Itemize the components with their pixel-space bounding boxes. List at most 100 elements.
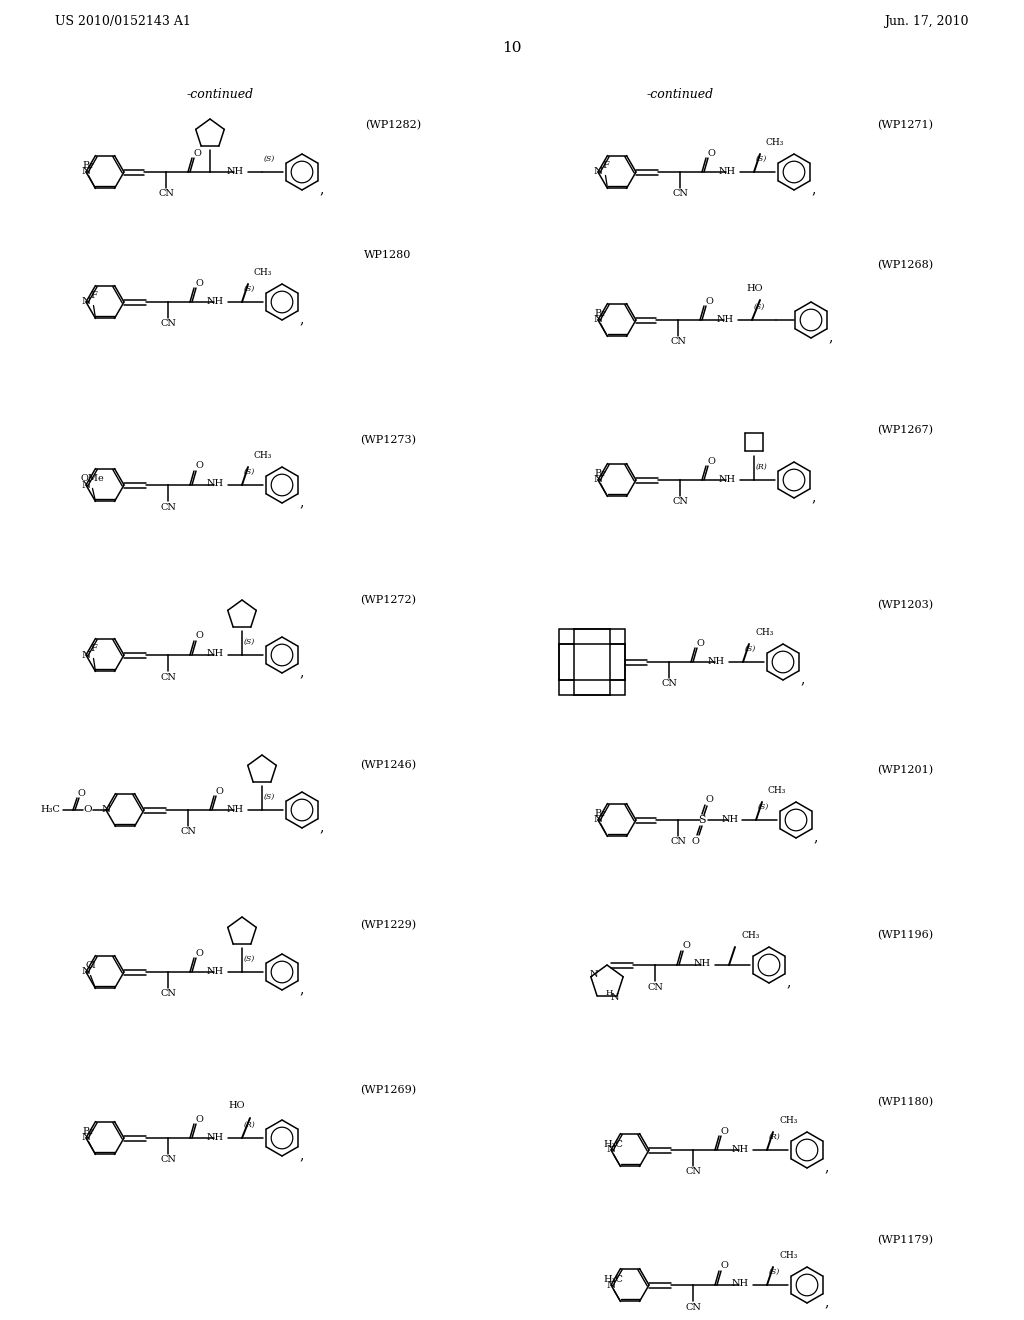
Text: CH₃: CH₃	[779, 1115, 798, 1125]
Text: Cl: Cl	[85, 961, 96, 970]
Text: NH: NH	[717, 314, 733, 323]
Text: ,: ,	[824, 1295, 829, 1309]
Text: O: O	[707, 149, 715, 157]
Text: O: O	[706, 297, 713, 305]
Text: N: N	[610, 993, 620, 1002]
Text: ,: ,	[814, 830, 818, 843]
Text: H: H	[605, 989, 612, 997]
Text: NH: NH	[719, 166, 735, 176]
Text: (S): (S)	[745, 645, 757, 653]
Text: CN: CN	[160, 672, 176, 681]
Text: CH₃: CH₃	[768, 785, 786, 795]
Text: (WP1267): (WP1267)	[877, 425, 933, 436]
Text: HO: HO	[228, 1101, 245, 1110]
Text: ,: ,	[824, 1160, 829, 1173]
Text: ,: ,	[300, 495, 304, 510]
Text: N: N	[606, 1146, 615, 1155]
Text: F: F	[90, 292, 97, 301]
Text: CH₃: CH₃	[254, 451, 272, 459]
Text: O: O	[691, 837, 699, 846]
Text: (S): (S)	[244, 469, 255, 477]
Text: -continued: -continued	[646, 88, 714, 102]
Text: H₃C: H₃C	[603, 1275, 624, 1284]
Text: O: O	[720, 1126, 728, 1135]
Text: ,: ,	[812, 182, 816, 195]
Text: O: O	[720, 1262, 728, 1270]
Text: N: N	[594, 816, 602, 825]
Text: (WP1282): (WP1282)	[365, 120, 421, 131]
Text: ,: ,	[319, 182, 325, 195]
Text: O: O	[696, 639, 703, 648]
Text: -continued: -continued	[186, 88, 254, 102]
Text: ,: ,	[319, 820, 325, 834]
Text: Br: Br	[83, 1127, 94, 1137]
Text: Br: Br	[595, 470, 606, 478]
Text: N: N	[590, 970, 598, 979]
Text: CN: CN	[180, 828, 196, 837]
Text: ,: ,	[300, 312, 304, 326]
Text: US 2010/0152143 A1: US 2010/0152143 A1	[55, 16, 190, 29]
Text: NH: NH	[719, 474, 735, 483]
Text: (WP1180): (WP1180)	[877, 1097, 933, 1107]
Text: O: O	[84, 805, 92, 814]
Text: CH₃: CH₃	[254, 268, 272, 277]
Text: O: O	[195, 631, 203, 640]
Text: (S): (S)	[754, 304, 765, 312]
Text: NH: NH	[731, 1279, 749, 1288]
Text: NH: NH	[207, 649, 223, 659]
Text: F: F	[90, 644, 97, 653]
Text: (R): (R)	[769, 1133, 780, 1140]
Text: N: N	[82, 297, 90, 306]
Text: (S): (S)	[758, 803, 769, 810]
Text: (WP1271): (WP1271)	[877, 120, 933, 131]
Text: O: O	[195, 949, 203, 957]
Text: O: O	[706, 796, 713, 804]
Text: CH₃: CH₃	[779, 1251, 798, 1261]
Text: CN: CN	[670, 837, 686, 846]
Text: ,: ,	[828, 330, 834, 345]
Text: NH: NH	[722, 814, 738, 824]
Text: NH: NH	[226, 166, 244, 176]
Text: WP1280: WP1280	[365, 249, 412, 260]
Text: NH: NH	[693, 960, 711, 969]
Text: O: O	[194, 149, 201, 157]
Text: CN: CN	[160, 990, 176, 998]
Text: (S): (S)	[264, 154, 275, 162]
Text: (WP1268): (WP1268)	[877, 260, 933, 271]
Text: O: O	[77, 788, 85, 797]
Text: CN: CN	[670, 338, 686, 346]
Text: N: N	[82, 168, 90, 177]
Text: (WP1229): (WP1229)	[360, 920, 416, 931]
Text: (S): (S)	[769, 1269, 780, 1276]
Text: O: O	[195, 1114, 203, 1123]
Text: N: N	[82, 1134, 90, 1143]
Text: ,: ,	[801, 672, 805, 686]
Text: (WP1203): (WP1203)	[877, 599, 933, 610]
Text: N: N	[82, 968, 90, 977]
Text: N: N	[594, 475, 602, 484]
Text: (S): (S)	[244, 638, 255, 645]
Text: (WP1269): (WP1269)	[360, 1085, 416, 1096]
Text: (R): (R)	[756, 463, 768, 471]
Text: NH: NH	[731, 1144, 749, 1154]
Text: ,: ,	[300, 982, 304, 997]
Text: NH: NH	[207, 479, 223, 488]
Text: (S): (S)	[264, 793, 275, 801]
Text: NH: NH	[226, 804, 244, 813]
Text: CN: CN	[662, 680, 677, 689]
Text: Jun. 17, 2010: Jun. 17, 2010	[885, 16, 969, 29]
Text: N: N	[82, 651, 90, 660]
Text: (S): (S)	[244, 285, 255, 293]
Text: (WP1201): (WP1201)	[877, 764, 933, 775]
Text: CN: CN	[685, 1303, 701, 1312]
Text: CH₃: CH₃	[766, 139, 784, 147]
Text: F: F	[602, 161, 609, 170]
Text: (WP1246): (WP1246)	[360, 760, 416, 770]
Text: N: N	[101, 805, 111, 814]
Text: H₃C: H₃C	[40, 805, 60, 814]
Text: CN: CN	[158, 190, 174, 198]
Text: OMe: OMe	[81, 474, 104, 483]
Text: (S): (S)	[244, 954, 255, 964]
Text: ,: ,	[300, 665, 304, 678]
Text: ,: ,	[812, 490, 816, 504]
